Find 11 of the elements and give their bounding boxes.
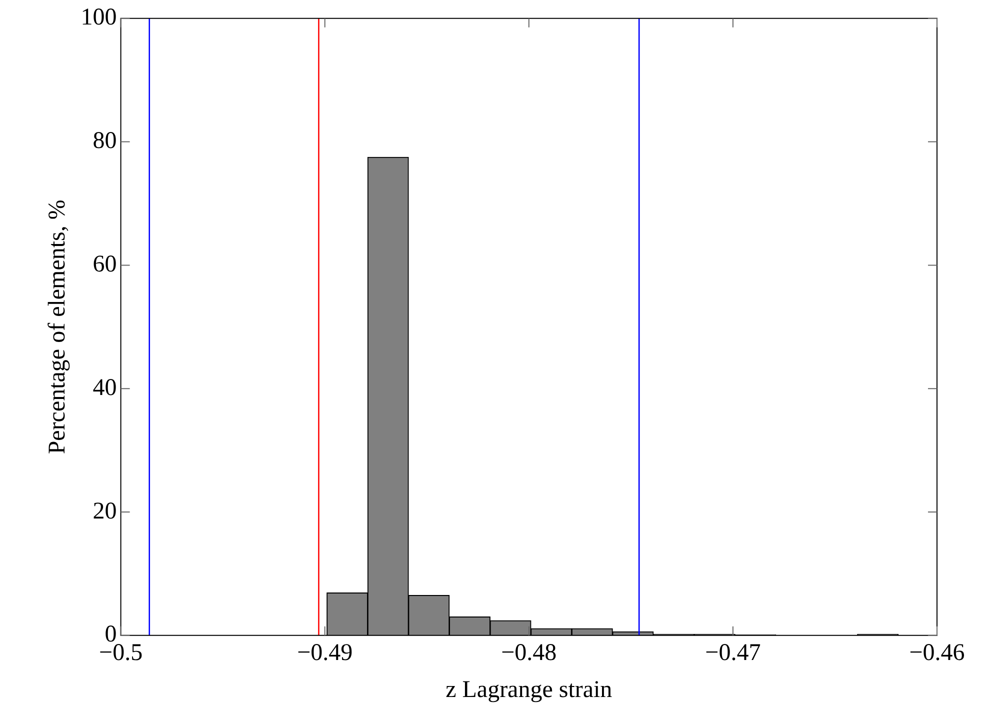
y-tick-label: 20 [92, 498, 117, 524]
x-tick-label: −0.47 [705, 640, 761, 666]
y-axis-title: Percentage of elements, % [44, 200, 71, 454]
x-tick-label: −0.48 [501, 640, 557, 666]
x-axis-title: z Lagrange strain [446, 676, 612, 703]
x-tick-label: −0.49 [297, 640, 353, 666]
x-tick-label: −0.46 [909, 640, 965, 666]
y-tick-label: 80 [92, 128, 117, 154]
y-tick-label: 60 [92, 251, 117, 278]
y-tick-label: 40 [92, 374, 117, 401]
y-tick-label: 100 [80, 4, 117, 31]
